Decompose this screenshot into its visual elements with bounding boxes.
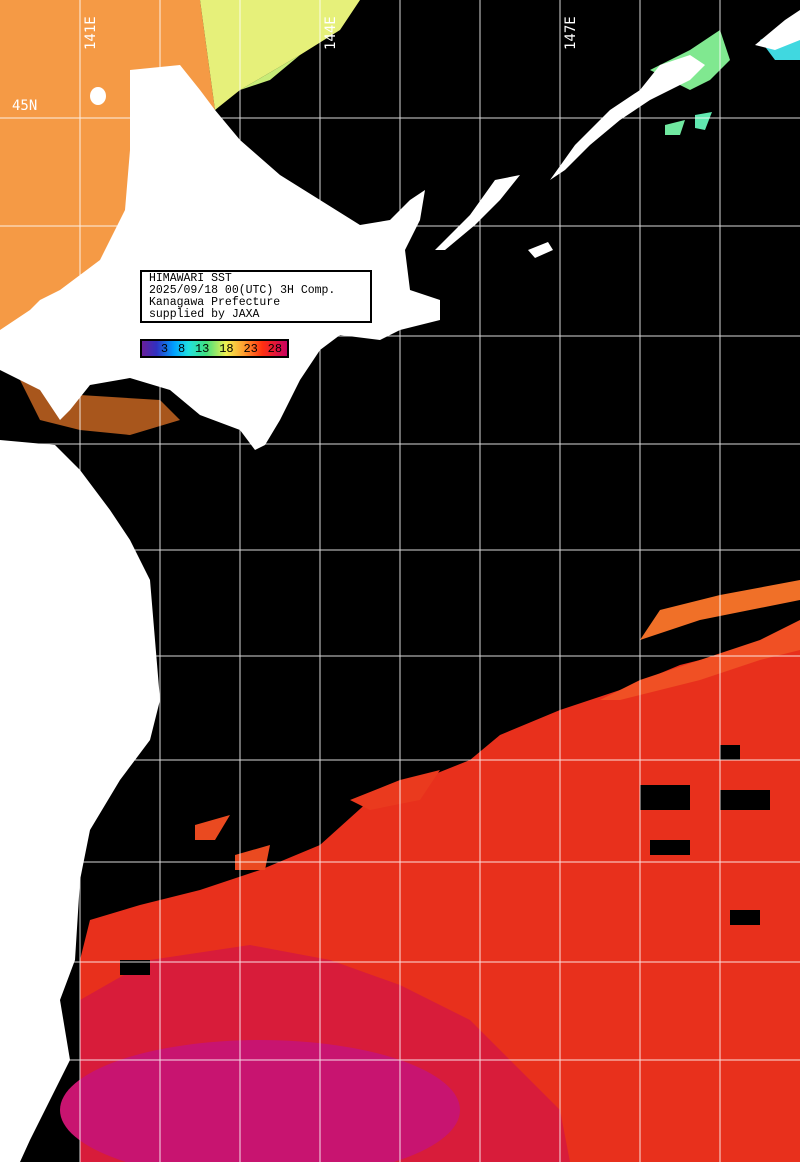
colorbar-tick: 13	[194, 341, 210, 356]
colorbar-tick: 8	[177, 341, 186, 356]
colorbar-tick: 3	[160, 341, 169, 356]
lat-label-45n: 45N	[12, 98, 37, 114]
sst-cold-area-edge	[240, 55, 300, 90]
sst-patch-northeast-4	[695, 112, 712, 130]
colorbar: 3 8 13 18 23 28	[140, 339, 289, 358]
land-urup	[755, 10, 800, 50]
sst-warm-patch	[350, 770, 440, 810]
land-hokkaido	[0, 65, 440, 450]
info-region: Kanagawa Prefecture	[149, 296, 281, 309]
colorbar-tick: 23	[243, 341, 258, 356]
land-kunashiri	[435, 175, 520, 250]
land-rishiri	[90, 87, 106, 105]
cloud-mask	[120, 745, 770, 975]
lon-label-144e: 144E	[323, 16, 339, 50]
info-box: HIMAWARI SST 2025/09/18 00(UTC) 3H Comp.…	[140, 270, 372, 323]
sst-patch-northeast-3	[665, 120, 685, 135]
info-datetime: 2025/09/18 00(UTC) 3H Comp.	[149, 284, 336, 297]
sst-warm-patch-3	[235, 845, 270, 870]
lon-label-141e: 141E	[83, 16, 99, 50]
info-title: HIMAWARI SST	[149, 272, 232, 285]
info-credit: supplied by JAXA	[149, 308, 260, 321]
colorbar-tick: 18	[219, 341, 234, 356]
sst-warm-front-2	[600, 620, 800, 700]
sst-warm-patch-2	[195, 815, 230, 840]
land-shikotan	[528, 242, 553, 258]
colorbar-tick: 28	[267, 341, 283, 356]
land-etorofu	[550, 55, 705, 180]
lon-label-147e: 147E	[563, 16, 579, 50]
